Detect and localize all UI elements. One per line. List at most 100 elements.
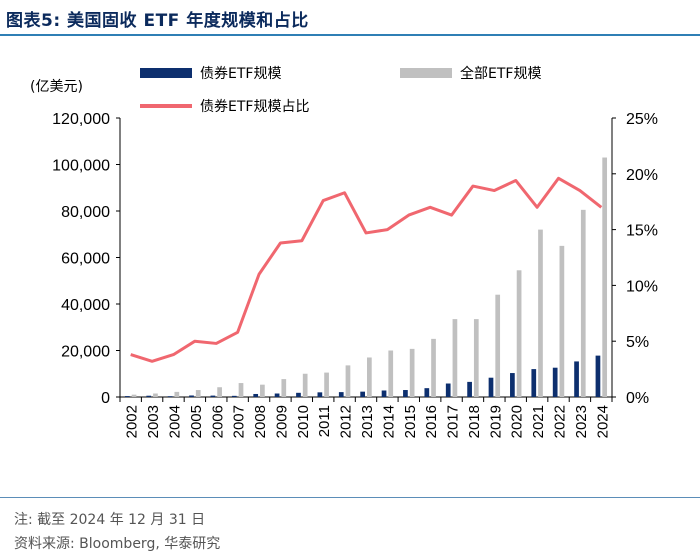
bar-all-etf (281, 379, 287, 397)
bar-all-etf (217, 387, 222, 397)
line-bond-share (130, 176, 603, 363)
bar-bond-etf (360, 391, 365, 397)
legend-item-bond-etf: 债券ETF规模 (140, 63, 281, 83)
bar-bond-etf (231, 395, 237, 397)
bar-all-etf (431, 338, 436, 397)
bar-bond-etf (531, 369, 537, 397)
x-tick-label: 2003 (145, 405, 162, 438)
x-tick-label: 2014 (380, 405, 397, 438)
x-tick-label: 2011 (316, 405, 333, 437)
footer-divider (0, 497, 700, 498)
x-tick-label: 2005 (188, 405, 205, 438)
x-tick-label: 2021 (530, 405, 547, 438)
y-right-tick-label: 5% (626, 334, 649, 351)
x-tick-label: 2008 (252, 405, 269, 438)
plot-layer: 0 20,000 40,000 60,000 80,000 100,000 120,000 0… (52, 111, 658, 438)
x-tick-label: 2006 (209, 405, 226, 438)
legend-item-all-etf: 全部ETF规模 (400, 63, 541, 83)
x-tick-label: 2016 (423, 405, 440, 438)
bar-bond-etf (317, 392, 323, 397)
bar-all-etf (195, 390, 201, 397)
bar-bond-etf (595, 355, 601, 397)
bar-bond-etf (574, 361, 579, 397)
footnote: 注: 截至 2024 年 12 月 31 日 (14, 512, 206, 528)
bar-all-etf (302, 373, 308, 397)
bar-bond-etf (510, 373, 515, 397)
bar-all-etf (238, 383, 244, 397)
bar-bond-etf (274, 393, 280, 397)
y-left-tick-label: 40,000 (61, 297, 110, 314)
bar-all-etf (324, 372, 329, 397)
x-tick-label: 2020 (509, 405, 526, 438)
x-tick-label: 2013 (359, 405, 376, 438)
y-right-tick-label: 20% (626, 167, 658, 184)
x-tick-label: 2024 (594, 405, 611, 438)
bar-bond-etf (467, 381, 472, 397)
bar-all-etf (260, 384, 265, 397)
bar-bond-etf (296, 392, 301, 397)
bar-bond-etf (424, 388, 430, 397)
legend-label-share-line: 债券ETF规模占比 (200, 99, 310, 115)
x-tick-label: 2015 (402, 405, 419, 438)
bar-bond-etf (146, 395, 152, 397)
title-divider (0, 34, 700, 36)
y-left-unit-label: (亿美元) (30, 79, 83, 95)
x-tick-label: 2010 (295, 405, 312, 438)
bar-all-etf (516, 270, 522, 397)
x-tick-label: 2018 (466, 405, 483, 438)
bar-bond-etf (253, 393, 259, 397)
legend-item-share-line: 债券ETF规模占比 (140, 96, 309, 116)
bar-all-etf (388, 350, 394, 397)
x-tick-label: 2004 (166, 405, 183, 438)
bar-all-etf (409, 348, 415, 397)
bar-bond-etf (552, 367, 558, 397)
bar-all-etf (345, 365, 351, 397)
legend-label-bond-etf: 债券ETF规模 (200, 66, 282, 82)
y-right-tick-label: 10% (626, 278, 658, 295)
bar-bond-etf (488, 377, 494, 397)
page-title: 图表5: 美国固收 ETF 年度规模和占比 (6, 11, 309, 31)
bar-all-etf (473, 319, 479, 397)
x-tick-label: 2009 (273, 405, 290, 438)
bar-all-etf (367, 357, 372, 397)
bar-all-etf (153, 393, 158, 397)
y-right-tick-label: 0% (626, 390, 649, 407)
bar-bond-etf (445, 383, 451, 397)
y-left-tick-label: 80,000 (61, 204, 110, 221)
bar-bond-etf (167, 396, 173, 397)
bar-bond-etf (189, 395, 194, 397)
bar-all-etf (559, 245, 565, 397)
source-note: 资料来源: Bloomberg, 华泰研究 (14, 536, 221, 552)
bar-all-etf (131, 394, 137, 397)
y-left-tick-label: 20,000 (61, 344, 110, 361)
x-tick-label: 2002 (124, 405, 141, 438)
x-tick-label: 2023 (573, 405, 590, 438)
y-left-tick-label: 60,000 (61, 251, 110, 268)
bar-bond-etf (403, 390, 408, 397)
chart-canvas: 0 20,000 40,000 60,000 80,000 100,000 120,000 0… (52, 111, 658, 438)
y-left-tick-label: 0 (101, 390, 110, 407)
x-tick-label: 2012 (338, 405, 355, 438)
bar-all-etf (580, 209, 586, 397)
legend-swatch-all-etf (400, 68, 452, 78)
bar-bond-etf (210, 395, 216, 397)
bar-all-etf (452, 319, 458, 397)
bar-all-etf (495, 294, 501, 397)
x-tick-label: 2019 (487, 405, 504, 438)
legend-swatch-bond-etf (140, 68, 192, 78)
y-left-tick-label: 100,000 (52, 158, 110, 175)
bar-bond-etf (338, 392, 344, 397)
y-right-tick-label: 25% (626, 111, 658, 128)
x-tick-label: 2007 (231, 405, 248, 438)
bar-all-etf (538, 229, 543, 397)
bar-bond-etf (124, 396, 130, 397)
x-tick-label: 2017 (445, 405, 462, 438)
bar-bond-etf (381, 390, 387, 397)
bar-all-etf (174, 391, 180, 397)
legend-label-all-etf: 全部ETF规模 (460, 66, 542, 82)
y-right-tick-label: 15% (626, 223, 658, 240)
legend-swatch-share-line (140, 104, 192, 108)
x-tick-label: 2022 (552, 405, 569, 438)
y-left-tick-label: 120,000 (52, 111, 110, 128)
bar-all-etf (602, 157, 608, 397)
